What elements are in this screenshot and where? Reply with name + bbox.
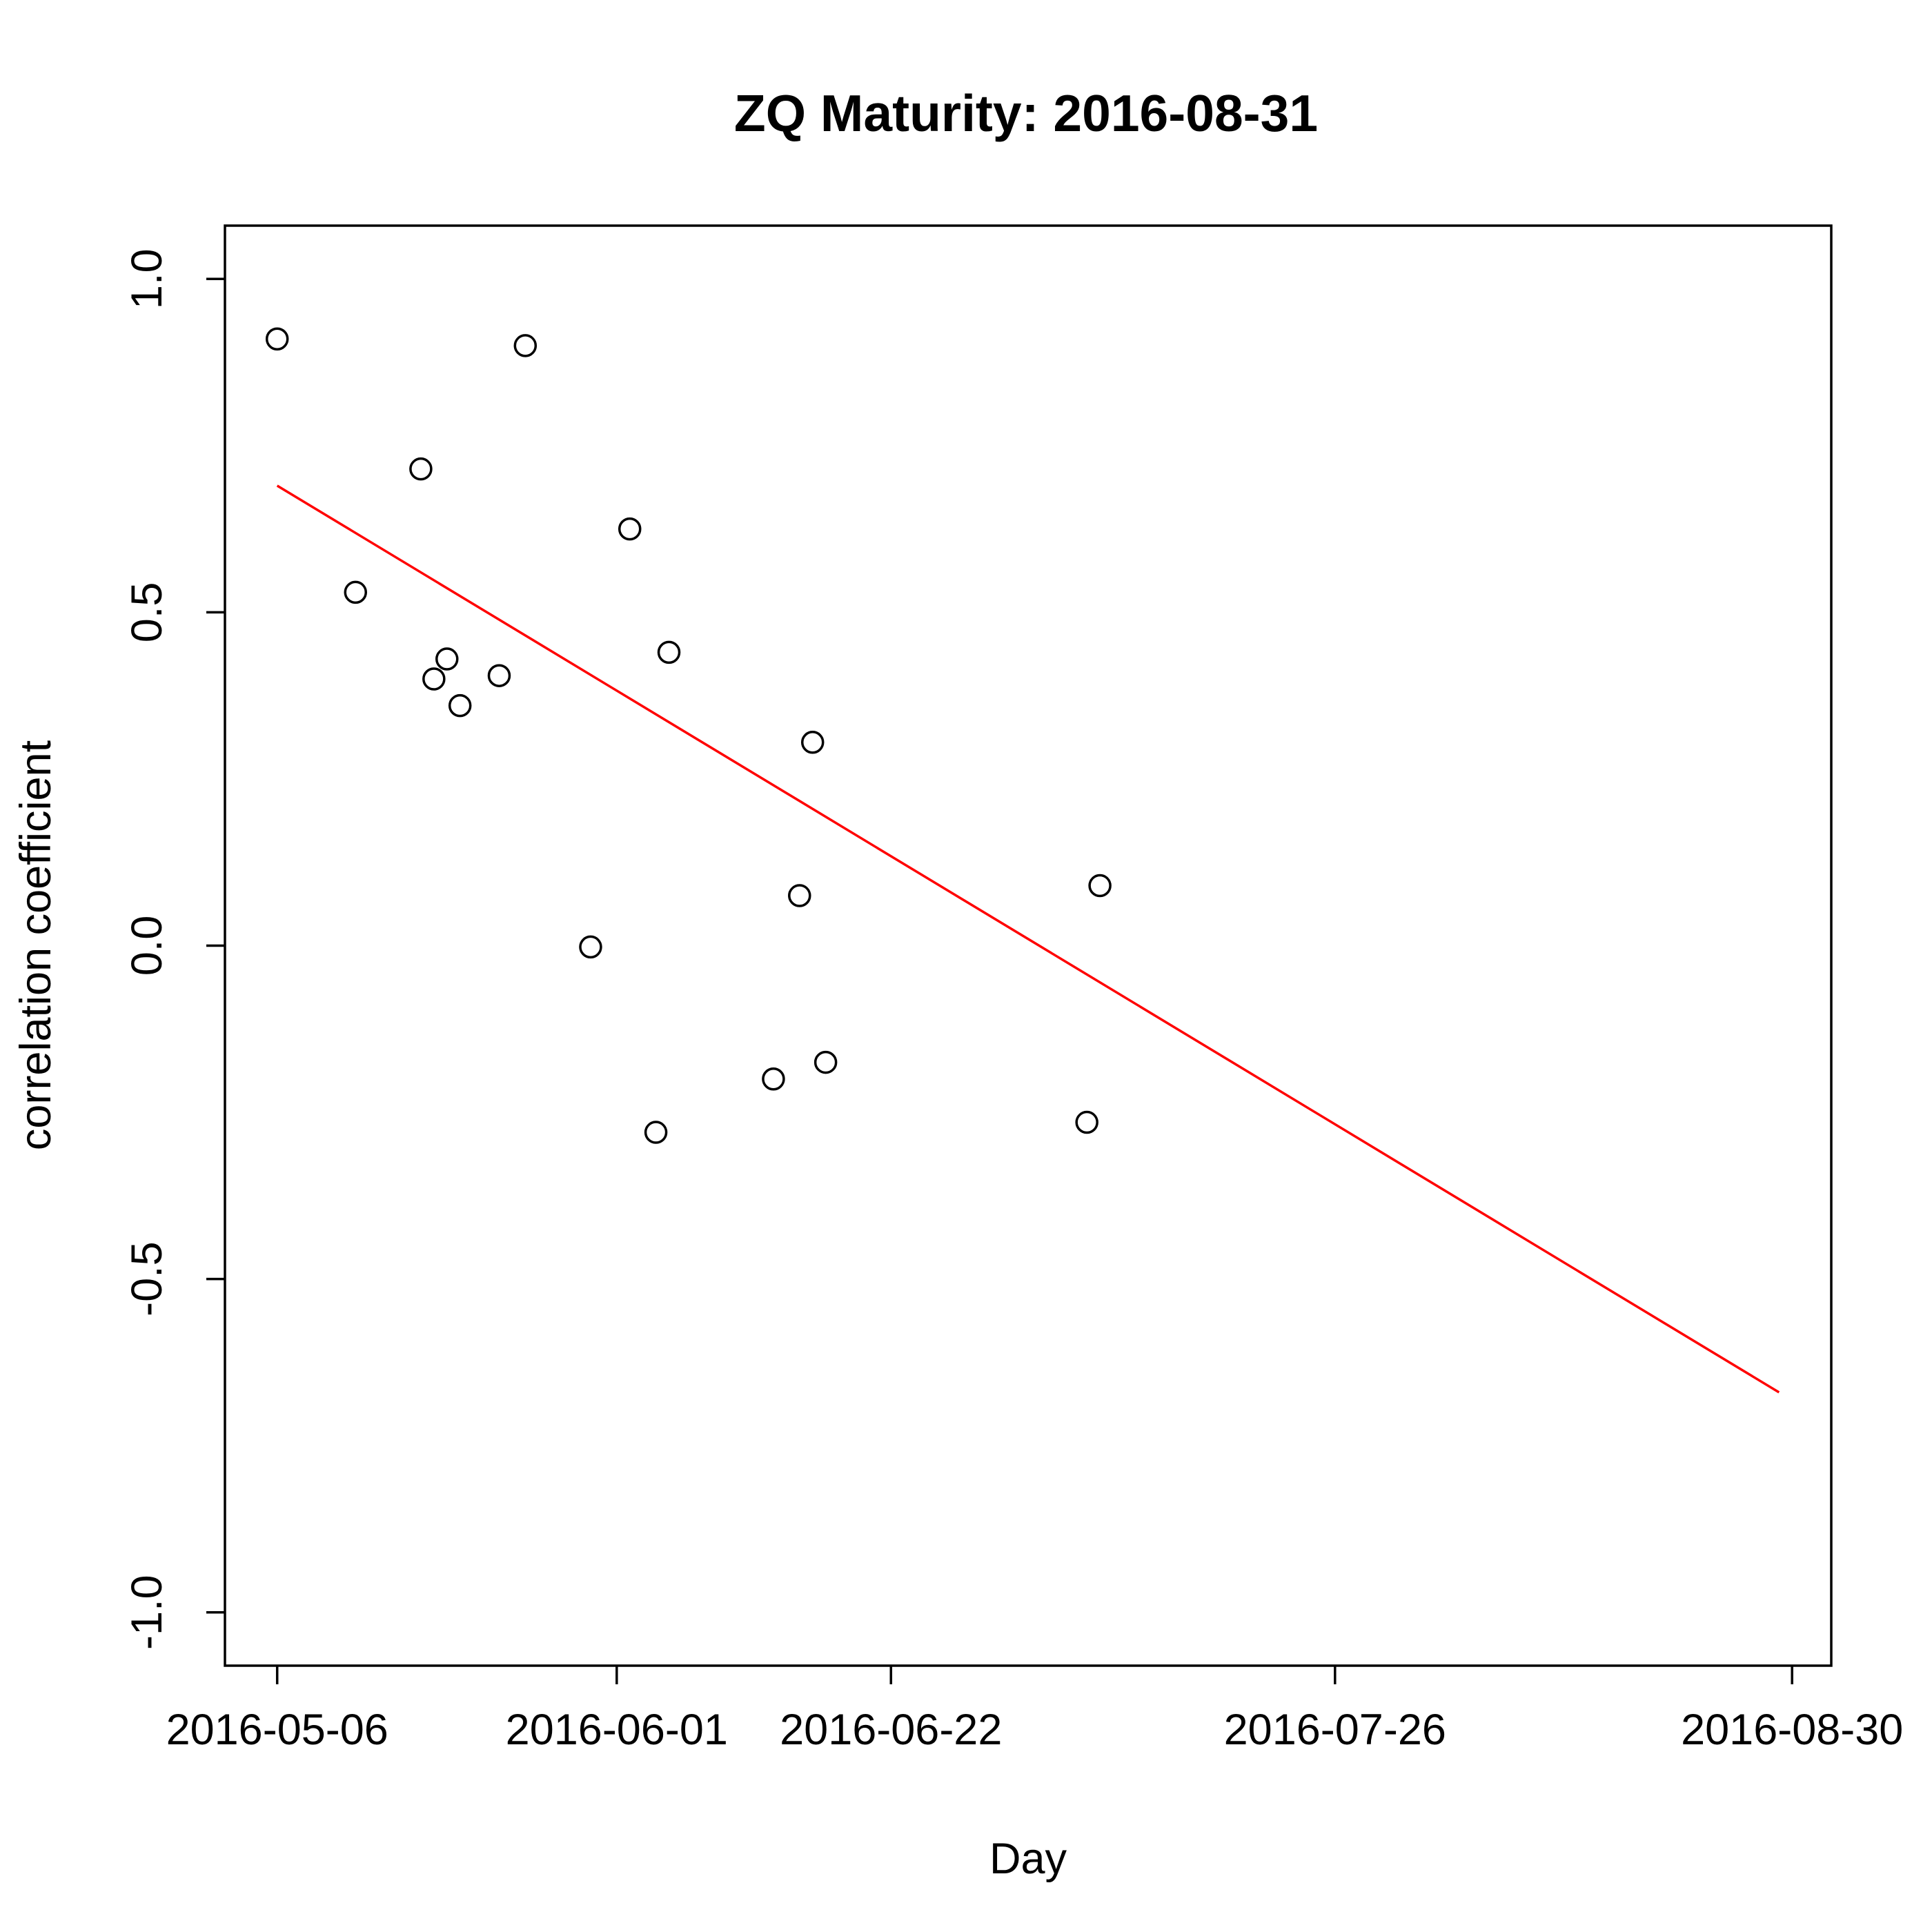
- data-point-7: [513, 334, 538, 357]
- data-point-11: [657, 640, 681, 664]
- y-axis: -1.0 -0.5 0.0 0.5 1.0: [123, 248, 225, 1650]
- x-tick-label-3: 2016-07-26: [1224, 1706, 1446, 1754]
- plot-frame: [224, 224, 1833, 1667]
- x-tick-label-1: 2016-06-01: [506, 1706, 728, 1754]
- data-point-0: [265, 327, 289, 351]
- data-point-17: [1088, 874, 1112, 898]
- data-point-15: [814, 1050, 838, 1074]
- data-point-14: [800, 731, 825, 754]
- y-tick-label-0: -1.0: [123, 1575, 171, 1650]
- x-tick-label-4: 2016-08-30: [1681, 1706, 1903, 1754]
- data-point-6: [487, 664, 511, 687]
- data-point-1: [344, 580, 368, 604]
- data-point-10: [644, 1121, 668, 1144]
- x-axis-label: Day: [989, 1835, 1067, 1883]
- x-axis: 2016-05-06 2016-06-01 2016-06-22 2016-07-26…: [166, 1666, 1903, 1754]
- data-point-4: [435, 647, 459, 671]
- y-tick-label-3: 0.5: [123, 582, 171, 643]
- x-tick-label-0: 2016-05-06: [166, 1706, 388, 1754]
- data-point-9: [618, 517, 642, 541]
- data-point-8: [579, 935, 602, 959]
- x-tick-label-2: 2016-06-22: [780, 1706, 1002, 1754]
- regression-line: [276, 484, 1780, 1394]
- y-tick-label-2: 0.0: [123, 916, 171, 976]
- data-point-5: [448, 693, 472, 718]
- y-tick-label-1: -0.5: [123, 1241, 171, 1317]
- data-point-12: [762, 1067, 785, 1091]
- data-point-16: [1075, 1110, 1098, 1134]
- data-point-13: [788, 884, 811, 907]
- y-axis-label: correlation coefficient: [12, 740, 60, 1150]
- points-layer: [265, 327, 1112, 1144]
- chart-title: ZQ Maturity: 2016-08-31: [734, 84, 1318, 142]
- data-point-3: [422, 667, 446, 691]
- fit-line-layer: [276, 484, 1780, 1394]
- data-point-2: [409, 457, 433, 481]
- y-tick-label-4: 1.0: [123, 248, 171, 309]
